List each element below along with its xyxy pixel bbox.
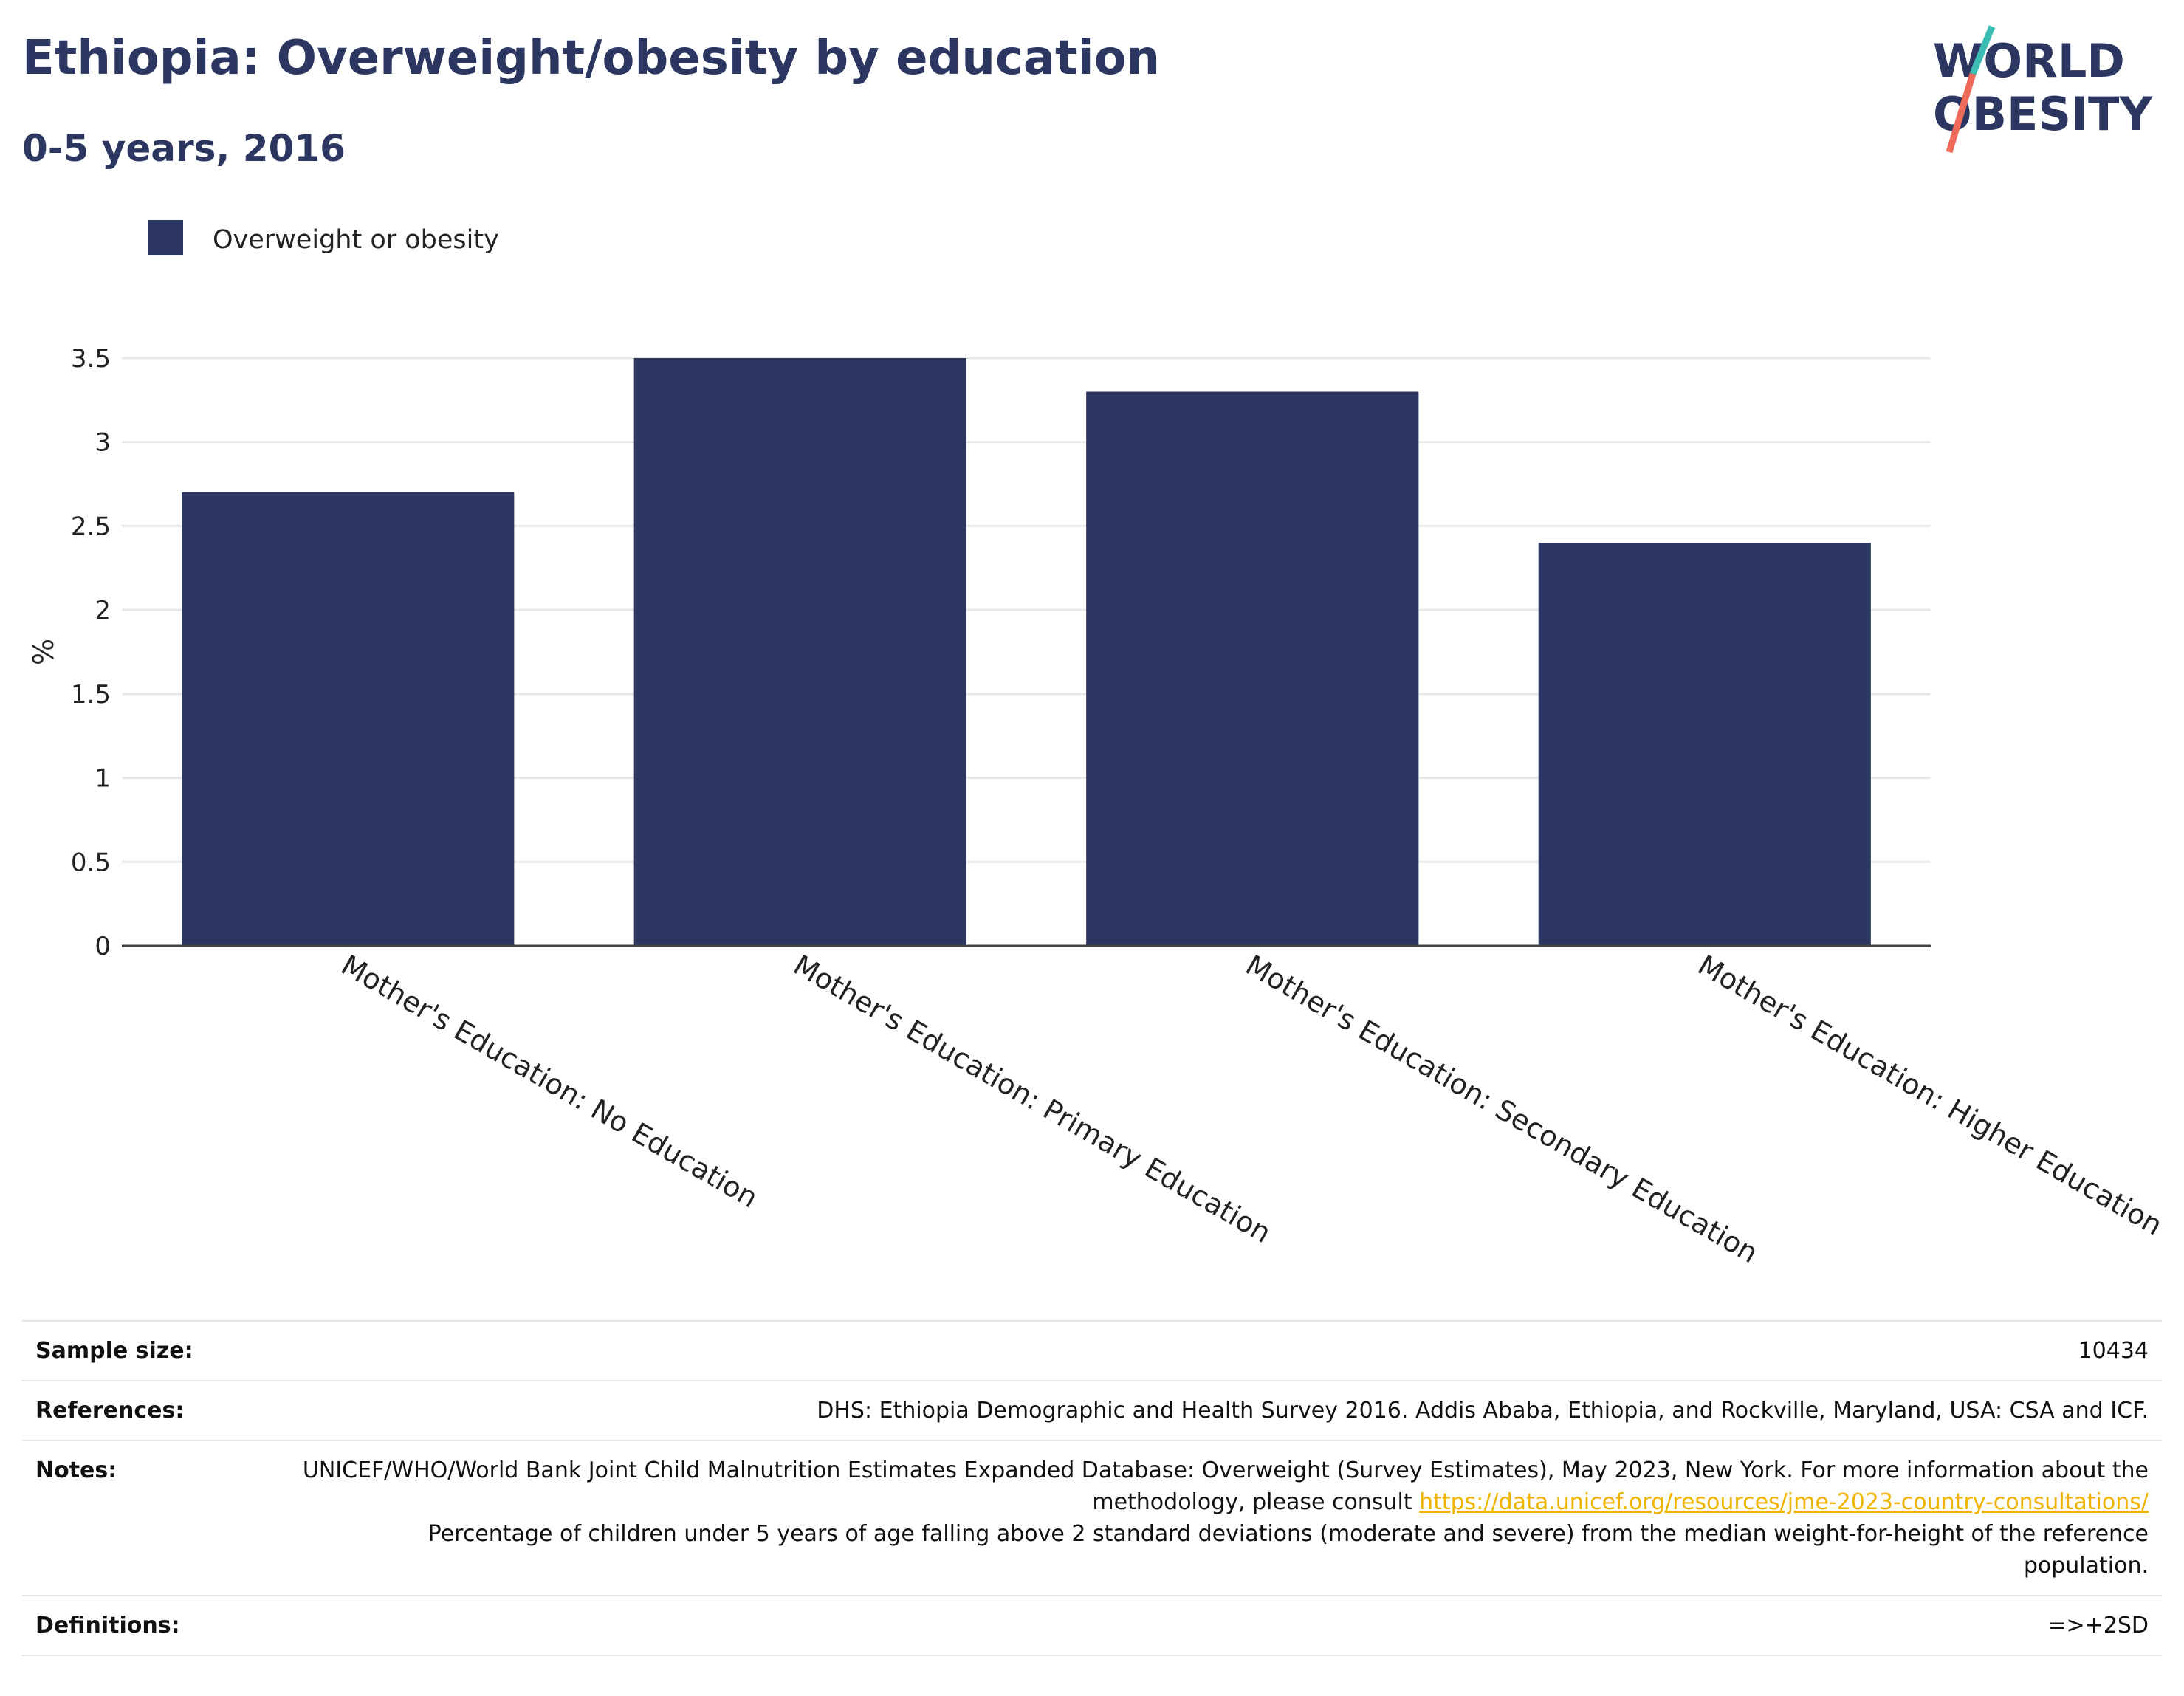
- sample-size-label: Sample size:: [22, 1320, 285, 1381]
- x-tick-label: Mother's Education: Higher Education: [1692, 949, 2168, 1242]
- notes-value: UNICEF/WHO/World Bank Joint Child Malnut…: [285, 1440, 2162, 1596]
- references-label: References:: [22, 1380, 285, 1441]
- notes-label: Notes:: [22, 1440, 285, 1596]
- definitions-label: Definitions:: [22, 1595, 285, 1656]
- definitions-row: Definitions: =>+2SD: [22, 1595, 2162, 1656]
- metadata-table: Sample size: 10434 References: DHS: Ethi…: [22, 1320, 2162, 1656]
- page-title: Ethiopia: Overweight/obesity by educatio…: [22, 31, 1161, 86]
- y-tick-label: 1.5: [71, 680, 111, 710]
- references-row: References: DHS: Ethiopia Demographic an…: [22, 1380, 2162, 1441]
- notes-text-1: UNICEF/WHO/World Bank Joint Child Malnut…: [302, 1458, 2149, 1515]
- bar-chart: Overweight or obesity 0 0.5 1 1.5 2 2.5 3 3.5% Mo…: [27, 220, 2168, 1270]
- y-tick-label: 2: [95, 596, 111, 625]
- y-tick-label: 3: [95, 428, 111, 458]
- references-value: DHS: Ethiopia Demographic and Health Sur…: [285, 1380, 2162, 1441]
- legend-swatch: [148, 220, 183, 255]
- logo-slash-coral: [1946, 72, 1977, 154]
- y-axis-label: %: [27, 639, 60, 665]
- logo-word-2: OBESITY: [1933, 87, 2153, 141]
- bar: [1538, 543, 1871, 946]
- x-tick-label: Mother's Education: Primary Education: [788, 949, 1277, 1249]
- sample-size-value: 10434: [285, 1320, 2162, 1381]
- y-tick-label: 0: [95, 932, 111, 961]
- y-tick-label: 0.5: [71, 848, 111, 877]
- notes-row: Notes: UNICEF/WHO/World Bank Joint Child…: [22, 1440, 2162, 1596]
- bar: [633, 358, 966, 946]
- notes-text-2: Percentage of children under 5 years of …: [427, 1521, 2149, 1579]
- x-tick-label: Mother's Education: Secondary Education: [1240, 949, 1764, 1270]
- bar: [1086, 391, 1419, 946]
- definitions-value: =>+2SD: [285, 1595, 2162, 1656]
- y-tick-label: 3.5: [71, 344, 111, 374]
- page-subtitle: 0-5 years, 2016: [22, 127, 346, 170]
- world-obesity-logo: WORLD OBESITY: [1933, 25, 2153, 154]
- x-tick-label: Mother's Education: No Education: [336, 949, 763, 1215]
- sample-size-row: Sample size: 10434: [22, 1320, 2162, 1381]
- bar: [182, 492, 515, 946]
- y-tick-label: 1: [95, 764, 111, 794]
- logo-slash-teal: [1969, 25, 1996, 75]
- y-tick-label: 2.5: [71, 512, 111, 541]
- legend-label: Overweight or obesity: [213, 225, 499, 255]
- logo-word-1: WORLD: [1933, 34, 2125, 88]
- notes-link[interactable]: https://data.unicef.org/resources/jme-20…: [1419, 1489, 2149, 1515]
